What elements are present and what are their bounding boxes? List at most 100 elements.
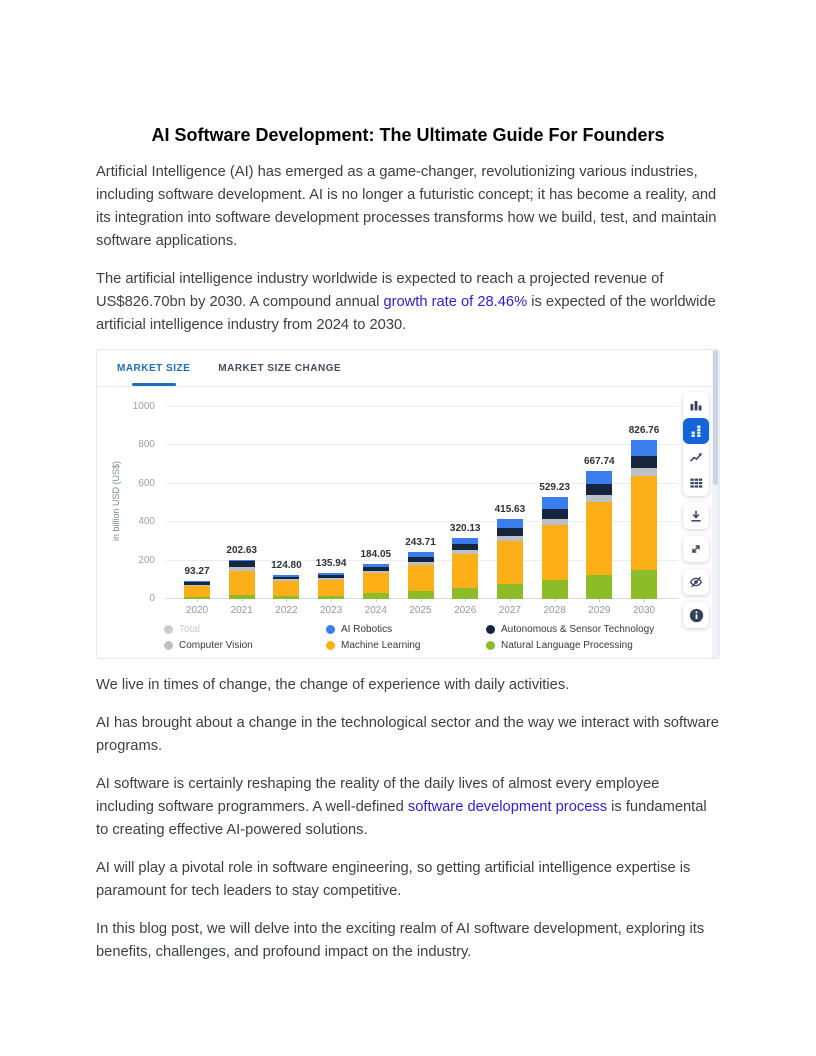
bar-segment <box>318 574 345 578</box>
bar-group-2030[interactable] <box>631 440 657 599</box>
bar-segment <box>407 590 434 599</box>
bar-group-2021[interactable] <box>228 560 255 599</box>
bar-segment <box>452 544 479 551</box>
bar-group-2025[interactable] <box>407 552 434 599</box>
bar-segment <box>407 561 434 565</box>
bar-segment <box>184 586 210 598</box>
plot-area: 93.27 202.63 124.80 135.94 184.05 243.71 320.1… <box>166 406 678 599</box>
toolbar-button-table[interactable] <box>683 470 709 496</box>
legend-item-natural-language-processing[interactable]: Natural Language Processing <box>486 638 633 652</box>
bar-group-2024[interactable] <box>362 563 389 599</box>
x-axis-label: 2029 <box>588 605 611 616</box>
growth-rate-link[interactable]: growth rate of 28.46% <box>383 294 528 310</box>
bar-segment <box>631 455 657 468</box>
x-axis-label: 2030 <box>632 605 656 616</box>
paragraph-intro: Artificial Intelligence (AI) has emerged… <box>96 164 717 249</box>
chart-scrollbar[interactable] <box>712 350 719 658</box>
x-axis-tick <box>286 599 288 602</box>
bar-segment <box>496 535 523 541</box>
x-axis-tick <box>241 599 243 602</box>
paragraph-market-revenue: The artificial intelligence industry wor… <box>96 268 720 337</box>
x-axis-tick <box>375 599 377 602</box>
legend-item-computer-vision[interactable]: Computer Vision <box>164 638 253 652</box>
x-axis-label: 2021 <box>230 605 253 616</box>
paragraph-reshaping: AI software is certainly reshaping the r… <box>96 773 720 842</box>
bar-value-label: 243.71 <box>405 537 436 549</box>
bar-value-label: 135.94 <box>315 557 347 569</box>
bar-group-2020[interactable] <box>184 581 210 599</box>
legend-item-machine-learning[interactable]: Machine Learning <box>326 638 421 652</box>
toolbar-card <box>683 602 709 628</box>
table-icon <box>689 476 703 490</box>
bar-segment <box>184 584 210 587</box>
toolbar-button-download[interactable] <box>683 503 709 529</box>
bar-group-2029[interactable] <box>586 470 613 599</box>
bar-group-2028[interactable] <box>541 497 568 599</box>
paragraph-text: AI software is certainly reshaping the r… <box>96 776 660 815</box>
chart-widget: MARKET SIZE MARKET SIZE CHANGE in billio… <box>96 349 720 659</box>
active-tab-underline <box>131 383 176 386</box>
paragraph-text: The artificial intelligence industry wor… <box>96 271 664 310</box>
gridline <box>166 521 678 523</box>
paragraph-blog-outline: In this blog post, we will delve into th… <box>96 921 705 960</box>
bar-segment <box>318 579 345 596</box>
legend-label: Natural Language Processing <box>501 639 633 651</box>
bar-segment <box>541 524 568 581</box>
bar-value-label: 667.74 <box>584 455 615 467</box>
x-axis-tick <box>197 599 198 602</box>
bar-segment <box>407 557 434 562</box>
tab-market-size-change[interactable]: MARKET SIZE CHANGE <box>218 350 341 386</box>
legend-dot <box>486 640 495 650</box>
toolbar-chart-type-group <box>683 392 709 496</box>
legend-dot <box>164 624 173 634</box>
bar-segment <box>586 494 613 503</box>
x-axis-tick <box>599 599 601 602</box>
line-chart-icon <box>689 450 703 464</box>
fullscreen-icon <box>689 542 703 556</box>
scrollbar-thumb[interactable] <box>713 350 718 485</box>
bar-group-2026[interactable] <box>452 537 479 599</box>
bar-value-label: 320.13 <box>449 522 481 534</box>
legend-dot <box>326 624 335 634</box>
software-development-process-link[interactable]: software development process <box>407 799 608 815</box>
bar-segment <box>362 593 389 599</box>
legend-item-total[interactable]: Total <box>164 622 200 636</box>
toolbar-button-line-chart[interactable] <box>683 444 709 470</box>
bar-segment <box>452 554 479 588</box>
document-page: AI Software Development: The Ultimate Gu… <box>96 125 720 960</box>
paragraph-pivotal-role: AI will play a pivotal role in software … <box>96 860 691 899</box>
legend-item-autonomous-sensor-technology[interactable]: Autonomous & Sensor Technology <box>486 622 654 636</box>
bar-group-2022[interactable] <box>273 575 300 599</box>
y-tick-label: 400 <box>138 516 155 528</box>
legend-dot <box>326 640 335 650</box>
bar-group-2027[interactable] <box>496 519 523 599</box>
legend-label: Autonomous & Sensor Technology <box>501 623 655 635</box>
toolbar-button-bar-chart[interactable] <box>683 392 709 418</box>
bar-segment <box>586 470 613 485</box>
toolbar-button-info[interactable] <box>683 602 709 628</box>
bar-segment <box>273 576 300 580</box>
x-axis-label: 2020 <box>185 605 209 616</box>
bar-segment <box>273 581 300 597</box>
bar-segment <box>541 518 568 525</box>
tab-market-size[interactable]: MARKET SIZE <box>117 350 190 386</box>
legend-item-ai-robotics[interactable]: AI Robotics <box>326 622 392 636</box>
bar-segment <box>586 575 613 599</box>
toolbar-button-fullscreen[interactable] <box>683 536 709 562</box>
legend-label: Total <box>179 623 201 635</box>
bar-segment <box>541 509 568 519</box>
bar-segment <box>362 573 389 594</box>
bar-segment <box>318 572 345 575</box>
legend-dot <box>164 640 173 650</box>
info-icon <box>689 608 704 623</box>
gridline <box>166 406 678 407</box>
bar-segment <box>228 566 255 571</box>
download-icon <box>689 509 703 523</box>
gridline <box>166 444 678 446</box>
bar-group-2023[interactable] <box>318 572 345 599</box>
bar-value-label: 202.63 <box>226 545 257 557</box>
bar-value-label: 826.76 <box>628 425 660 437</box>
toolbar-button-stacked-bar-chart[interactable] <box>683 418 709 444</box>
toolbar-button-visibility[interactable] <box>683 569 709 595</box>
toolbar-card <box>683 503 709 529</box>
